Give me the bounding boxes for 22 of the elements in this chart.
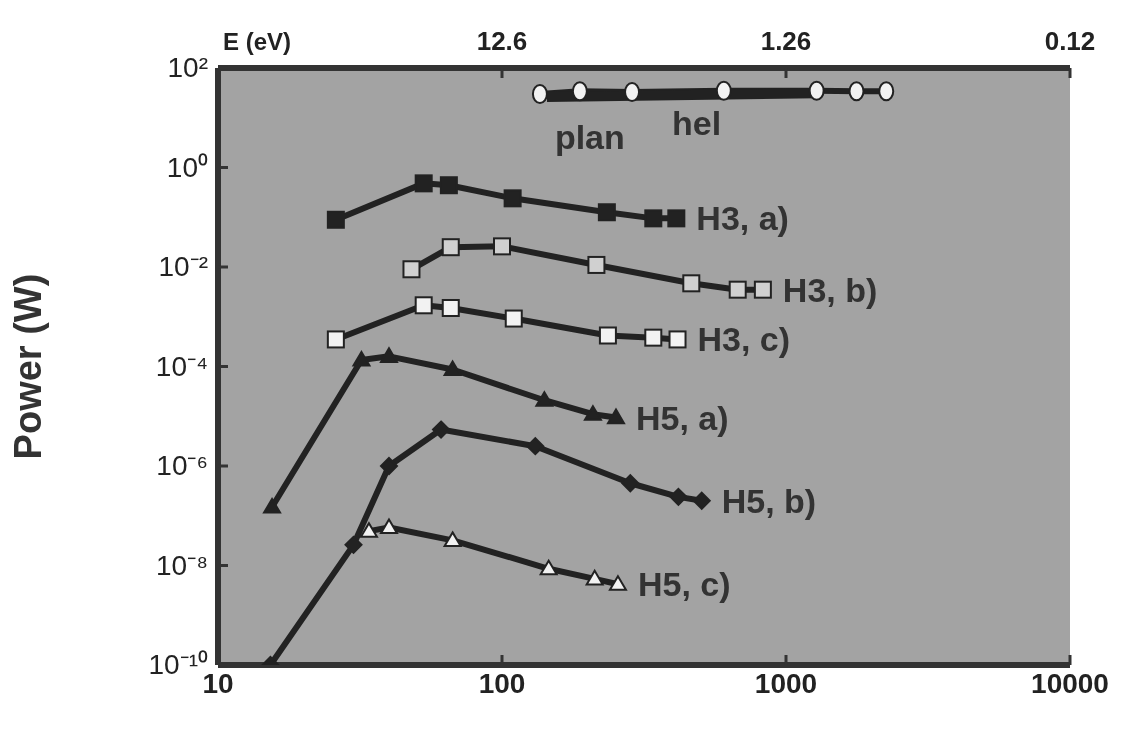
text: E (eV) <box>223 28 292 55</box>
text: 12.6 <box>476 26 528 56</box>
y-tick-label: 10⁻⁴ <box>155 350 208 382</box>
series-label: H3, a) <box>696 199 789 238</box>
text: 0.12 <box>1044 26 1096 56</box>
y-tick-label: 10⁰ <box>166 151 208 183</box>
series-label: H5, a) <box>636 398 729 437</box>
series-label: H3, b) <box>782 270 878 309</box>
y-tick-label: 10⁻⁶ <box>156 450 208 481</box>
x-tick-label: 10000 <box>1031 668 1109 699</box>
series-label: H5, c) <box>637 565 731 604</box>
y-tick-label: 10⁻² <box>158 251 208 282</box>
x-tick-label: 100 <box>478 668 526 699</box>
series-label: H3, c) <box>697 320 791 359</box>
x-tick-label: 1000 <box>754 668 818 699</box>
text: 1.26 <box>760 26 812 56</box>
series-label: plan <box>554 118 625 157</box>
series-label: H5, b) <box>721 481 817 520</box>
y-axis-title: Power (W) <box>7 273 50 460</box>
y-tick-label: 10⁻⁸ <box>156 549 208 581</box>
series-label: hel <box>672 104 722 143</box>
y-tick-label: 10² <box>167 52 208 83</box>
